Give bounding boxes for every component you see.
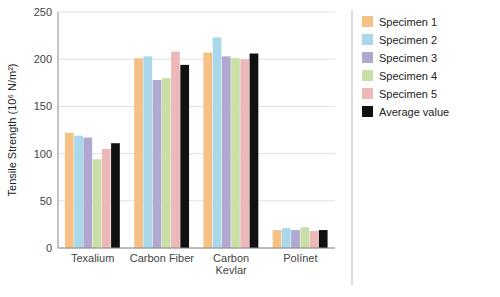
bar: [319, 230, 328, 248]
x-tick-label-line: Polínet: [283, 252, 317, 264]
legend-label: Specimen 4: [379, 70, 437, 82]
y-tick-label: 250: [34, 6, 52, 18]
legend-swatch: [362, 34, 373, 45]
bar: [240, 59, 249, 248]
legend-label: Specimen 1: [379, 16, 437, 28]
legend-label: Specimen 5: [379, 88, 437, 100]
bar: [111, 143, 120, 248]
grid-line: [58, 106, 335, 107]
y-axis-line: [58, 12, 59, 248]
bar: [74, 136, 83, 248]
bar: [143, 56, 152, 248]
y-tick-label: 100: [34, 148, 52, 160]
x-tick-label-line: Carbon: [213, 252, 249, 264]
y-tick-label: 200: [34, 53, 52, 65]
legend-swatch: [362, 70, 373, 81]
x-tick-label-line: Texalium: [71, 252, 114, 264]
y-tick-label: 0: [46, 242, 52, 254]
grid-line: [58, 248, 335, 249]
y-axis-label: Tensile Strength (10⁶ N/m²): [6, 64, 18, 197]
x-tick-label: Carbon Fiber: [130, 252, 195, 264]
bar: [93, 159, 102, 248]
x-tick-label: CarbonKevlar: [213, 252, 249, 276]
bar: [222, 56, 231, 248]
bar: [162, 78, 171, 248]
bar: [102, 149, 111, 248]
legend-separator: [352, 10, 353, 285]
x-axis-line: [58, 248, 335, 249]
bar: [300, 227, 309, 248]
grid-line: [58, 12, 335, 13]
chart: 0 50 100 150 200 250 Texalium Carbon Fiber Carbo…: [0, 0, 500, 297]
legend: Specimen 1 Specimen 2 Specimen 3 Specimen 4…: [362, 16, 449, 118]
bar: [310, 231, 319, 248]
legend-label: Average value: [379, 106, 449, 118]
x-tick-label-line: Kevlar: [216, 264, 248, 276]
x-tick-label: Texalium: [71, 252, 114, 264]
legend-swatch: [362, 16, 373, 27]
bar: [203, 53, 212, 248]
x-tick-label: Polínet: [283, 252, 317, 264]
legend-swatch: [362, 52, 373, 63]
y-tick-label: 150: [34, 100, 52, 112]
legend-swatch: [362, 88, 373, 99]
bars: [65, 37, 328, 248]
bar: [213, 37, 222, 248]
bar: [171, 52, 180, 248]
bar: [83, 138, 92, 248]
grid-line: [58, 59, 335, 60]
bar: [291, 230, 300, 248]
x-tick-label-line: Carbon Fiber: [130, 252, 195, 264]
bar: [180, 65, 189, 248]
legend-label: Specimen 2: [379, 34, 437, 46]
bar: [250, 54, 259, 248]
y-tick-label: 50: [40, 195, 52, 207]
bar: [134, 58, 143, 248]
bar: [273, 230, 282, 248]
bar: [65, 133, 74, 248]
bar: [231, 58, 240, 248]
bar: [282, 228, 291, 248]
legend-label: Specimen 3: [379, 52, 437, 64]
grid-line: [58, 153, 335, 154]
legend-swatch: [362, 106, 373, 117]
bar: [153, 80, 162, 248]
